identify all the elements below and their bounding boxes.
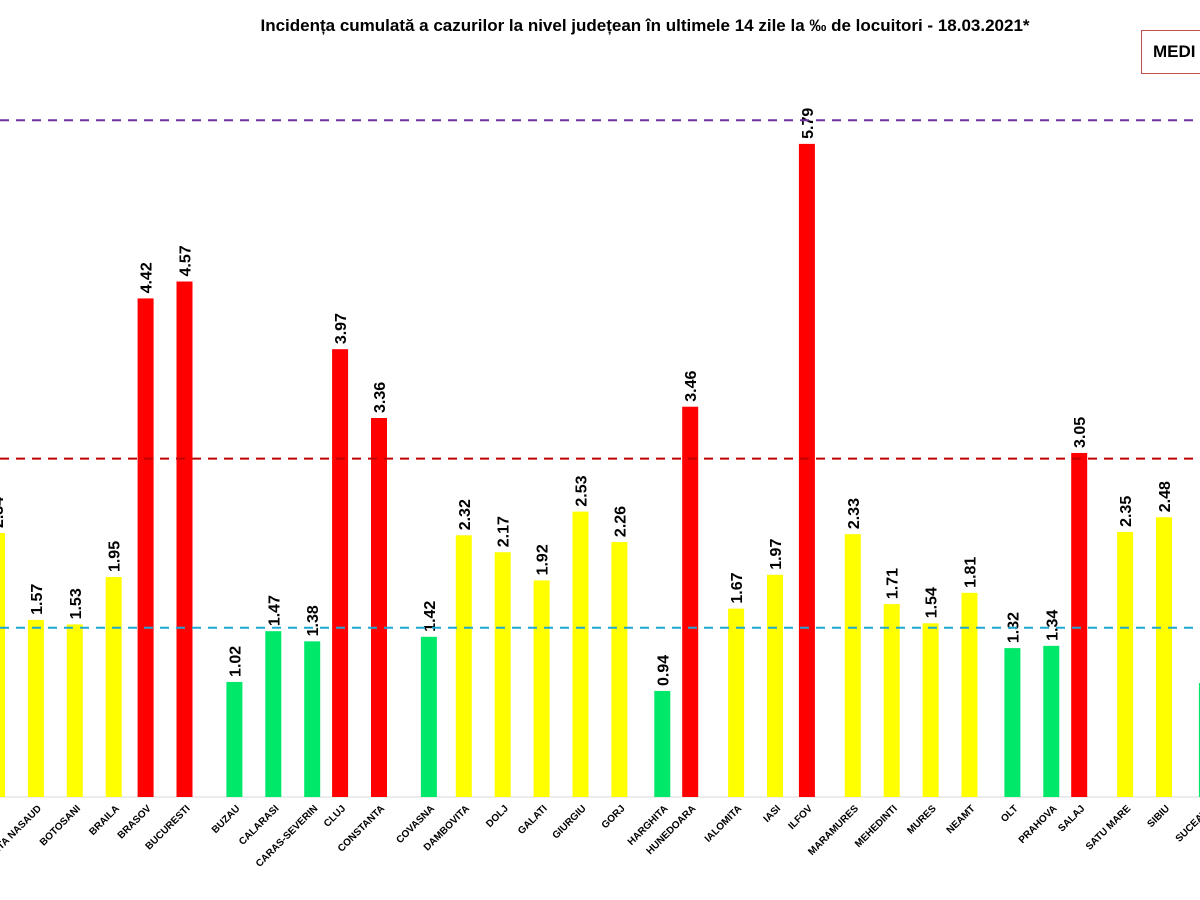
- bar-braila: [105, 577, 122, 797]
- bar-botosani: [66, 624, 83, 797]
- data-label: 2.48: [1157, 481, 1174, 512]
- bar-salaj: [1071, 452, 1088, 797]
- data-label: 5.79: [800, 108, 817, 139]
- data-label: 1.34: [1044, 610, 1061, 641]
- bar-bistrita-nasaud: [27, 619, 44, 797]
- data-label: 2.32: [457, 499, 474, 530]
- bar-prahova: [1043, 645, 1060, 797]
- bar-covasna: [420, 636, 437, 797]
- data-label: 2.35: [1118, 496, 1135, 527]
- bar-olt: [1004, 648, 1021, 797]
- data-label: 3.46: [683, 370, 700, 401]
- bar-ialomita: [728, 608, 745, 797]
- bar-gorj: [611, 542, 628, 797]
- category-label: SIBIU: [1145, 803, 1172, 830]
- category-label: HUNEDOARA: [645, 803, 699, 857]
- data-label: 3.36: [372, 382, 389, 413]
- bar-first: [0, 533, 5, 797]
- data-label: 3.97: [333, 313, 350, 344]
- data-label: 3.05: [1072, 417, 1089, 448]
- data-label: 2.53: [574, 475, 591, 506]
- bar-bucuresti: [176, 281, 193, 797]
- data-label: 1.57: [29, 584, 46, 615]
- category-label: SATU MARE: [1084, 803, 1134, 853]
- category-label: OLT: [999, 803, 1020, 824]
- category-label: PRAHOVA: [1017, 803, 1060, 846]
- bar-mures: [922, 623, 939, 797]
- data-label: 1.67: [729, 572, 746, 603]
- bar-ilfov: [798, 143, 815, 797]
- bar-dolj: [494, 552, 511, 797]
- data-label: 1.38: [305, 605, 322, 636]
- legend-text: MEDI: [1153, 42, 1196, 61]
- category-label: ILFOV: [786, 803, 815, 832]
- category-label: BISTRITA NASAUD: [0, 803, 44, 875]
- data-label: 2.26: [612, 506, 629, 537]
- bar-sibiu: [1156, 517, 1172, 797]
- category-label: CLUJ: [322, 803, 348, 829]
- bar-hunedoara: [682, 406, 699, 797]
- category-label: SUCEAVA: [1174, 803, 1200, 844]
- data-label: 1.42: [422, 601, 439, 632]
- data-label: 1.47: [266, 595, 283, 626]
- category-label: MURES: [905, 803, 939, 837]
- bar-iasi: [767, 574, 783, 797]
- bar-caras-severin: [304, 641, 321, 797]
- category-label: SALAJ: [1056, 803, 1087, 834]
- bar-maramures: [844, 534, 861, 797]
- data-label: 0.94: [655, 655, 672, 686]
- category-label: IALOMITA: [703, 803, 744, 844]
- category-label: BOTOSANI: [38, 803, 83, 848]
- category-label: DOLJ: [484, 803, 511, 830]
- category-label: NEAMT: [945, 803, 978, 836]
- bar-neamt: [961, 592, 978, 797]
- legend-box: MEDI: [1141, 30, 1200, 74]
- data-label: 1.53: [68, 588, 85, 619]
- data-label: 1.92: [535, 544, 552, 575]
- bar-calarasi: [265, 631, 282, 797]
- data-label: 2.34: [0, 497, 7, 528]
- data-label: 4.57: [178, 245, 195, 276]
- bar-brasov: [137, 298, 154, 797]
- category-label: GIURGIU: [551, 803, 589, 841]
- bar-cluj: [332, 349, 349, 797]
- data-label: 1.71: [885, 568, 902, 599]
- data-label: 1.02: [227, 646, 244, 677]
- data-label: 4.42: [139, 262, 156, 293]
- data-label: 1.97: [768, 539, 785, 570]
- category-label: BRASOV: [116, 803, 154, 841]
- bar-giurgiu: [572, 511, 589, 797]
- data-label: 1.81: [963, 557, 980, 588]
- data-label: 1.95: [107, 541, 124, 572]
- data-label: 2.33: [846, 498, 863, 529]
- bar-buzau: [226, 681, 243, 797]
- category-label: GORJ: [600, 803, 628, 831]
- bar-harghita: [654, 690, 671, 797]
- category-label: MEHEDINTI: [853, 803, 900, 850]
- bar-dambovita: [455, 535, 472, 797]
- data-label: 1.54: [924, 587, 941, 618]
- bar-galati: [533, 580, 550, 797]
- bar-suceava: [1198, 683, 1200, 797]
- category-label: GALATI: [516, 803, 550, 837]
- category-label: IASI: [762, 803, 784, 825]
- bar-constanta: [371, 417, 387, 797]
- category-label: BUZAU: [210, 803, 243, 836]
- bar-mehedinti: [883, 604, 900, 797]
- data-label: 2.17: [496, 516, 513, 547]
- bar-satu-mare: [1117, 531, 1134, 797]
- chart-title: Incidența cumulată a cazurilor la nivel …: [260, 16, 1030, 35]
